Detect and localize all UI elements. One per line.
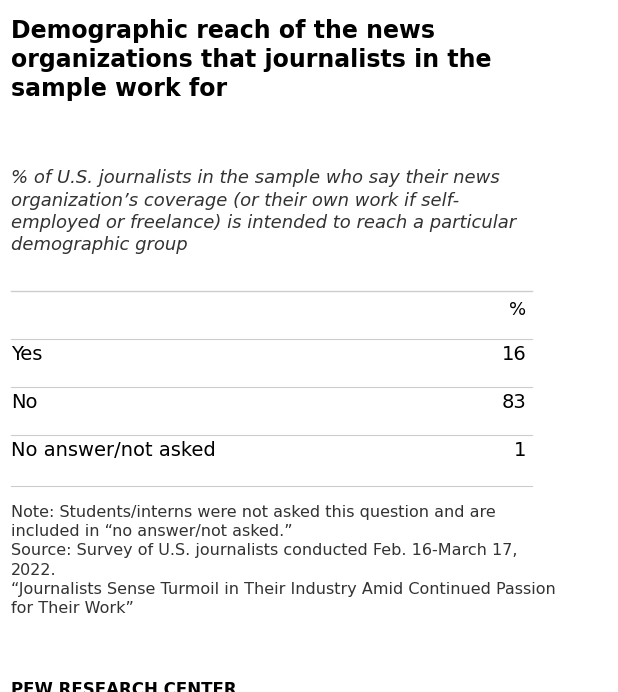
Text: 16: 16 [502, 345, 527, 364]
Text: 1: 1 [514, 441, 527, 460]
Text: No answer/not asked: No answer/not asked [11, 441, 216, 460]
Text: %: % [509, 300, 527, 318]
Text: Note: Students/interns were not asked this question and are
included in “no answ: Note: Students/interns were not asked th… [11, 505, 556, 616]
Text: Demographic reach of the news
organizations that journalists in the
sample work : Demographic reach of the news organizati… [11, 19, 491, 100]
Text: No: No [11, 393, 37, 412]
Text: PEW RESEARCH CENTER: PEW RESEARCH CENTER [11, 681, 237, 692]
Text: % of U.S. journalists in the sample who say their news
organization’s coverage (: % of U.S. journalists in the sample who … [11, 170, 516, 254]
Text: Yes: Yes [11, 345, 42, 364]
Text: 83: 83 [502, 393, 527, 412]
